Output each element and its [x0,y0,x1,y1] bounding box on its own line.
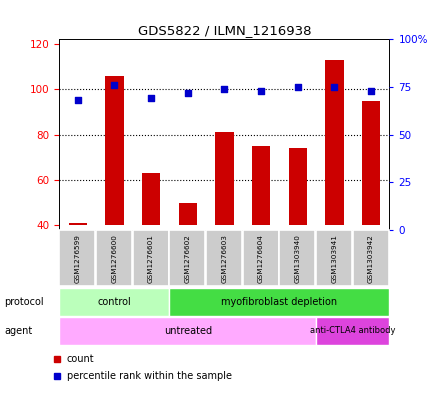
Bar [105,75,124,225]
FancyBboxPatch shape [353,230,389,286]
Text: GSM1303940: GSM1303940 [295,234,301,283]
Text: GSM1303942: GSM1303942 [368,234,374,283]
Bar [215,132,234,225]
Text: GSM1276604: GSM1276604 [258,234,264,283]
Point [147,95,154,101]
Point [257,88,264,94]
Text: GSM1276599: GSM1276599 [75,234,81,283]
Text: agent: agent [4,326,33,336]
Point [74,97,81,103]
Bar [252,146,270,225]
FancyBboxPatch shape [59,230,95,286]
Bar [325,60,344,225]
FancyBboxPatch shape [279,230,315,286]
FancyBboxPatch shape [169,230,205,286]
Text: myofibroblast depletion: myofibroblast depletion [221,297,337,307]
Bar [179,203,197,225]
Text: count: count [66,354,94,364]
Text: percentile rank within the sample: percentile rank within the sample [66,371,231,381]
Text: protocol: protocol [4,297,44,307]
FancyBboxPatch shape [59,317,316,345]
FancyBboxPatch shape [169,288,389,316]
Title: GDS5822 / ILMN_1216938: GDS5822 / ILMN_1216938 [138,24,311,37]
Point [331,84,338,90]
Point [367,88,374,94]
Text: GSM1276602: GSM1276602 [185,234,191,283]
Point [221,86,228,92]
FancyBboxPatch shape [133,230,169,286]
FancyBboxPatch shape [206,230,242,286]
Text: GSM1303941: GSM1303941 [331,234,337,283]
FancyBboxPatch shape [243,230,279,286]
Bar [69,223,87,225]
FancyBboxPatch shape [59,288,169,316]
FancyBboxPatch shape [316,230,352,286]
Point [294,84,301,90]
Text: untreated: untreated [164,326,212,336]
Text: anti-CTLA4 antibody: anti-CTLA4 antibody [310,327,396,335]
Bar [142,173,160,225]
Point [111,82,118,88]
Text: GSM1276600: GSM1276600 [111,234,117,283]
Point [184,90,191,96]
Text: GSM1276601: GSM1276601 [148,234,154,283]
Text: GSM1276603: GSM1276603 [221,234,227,283]
Bar [362,101,380,225]
Bar [289,148,307,225]
FancyBboxPatch shape [96,230,132,286]
Text: control: control [98,297,131,307]
FancyBboxPatch shape [316,317,389,345]
